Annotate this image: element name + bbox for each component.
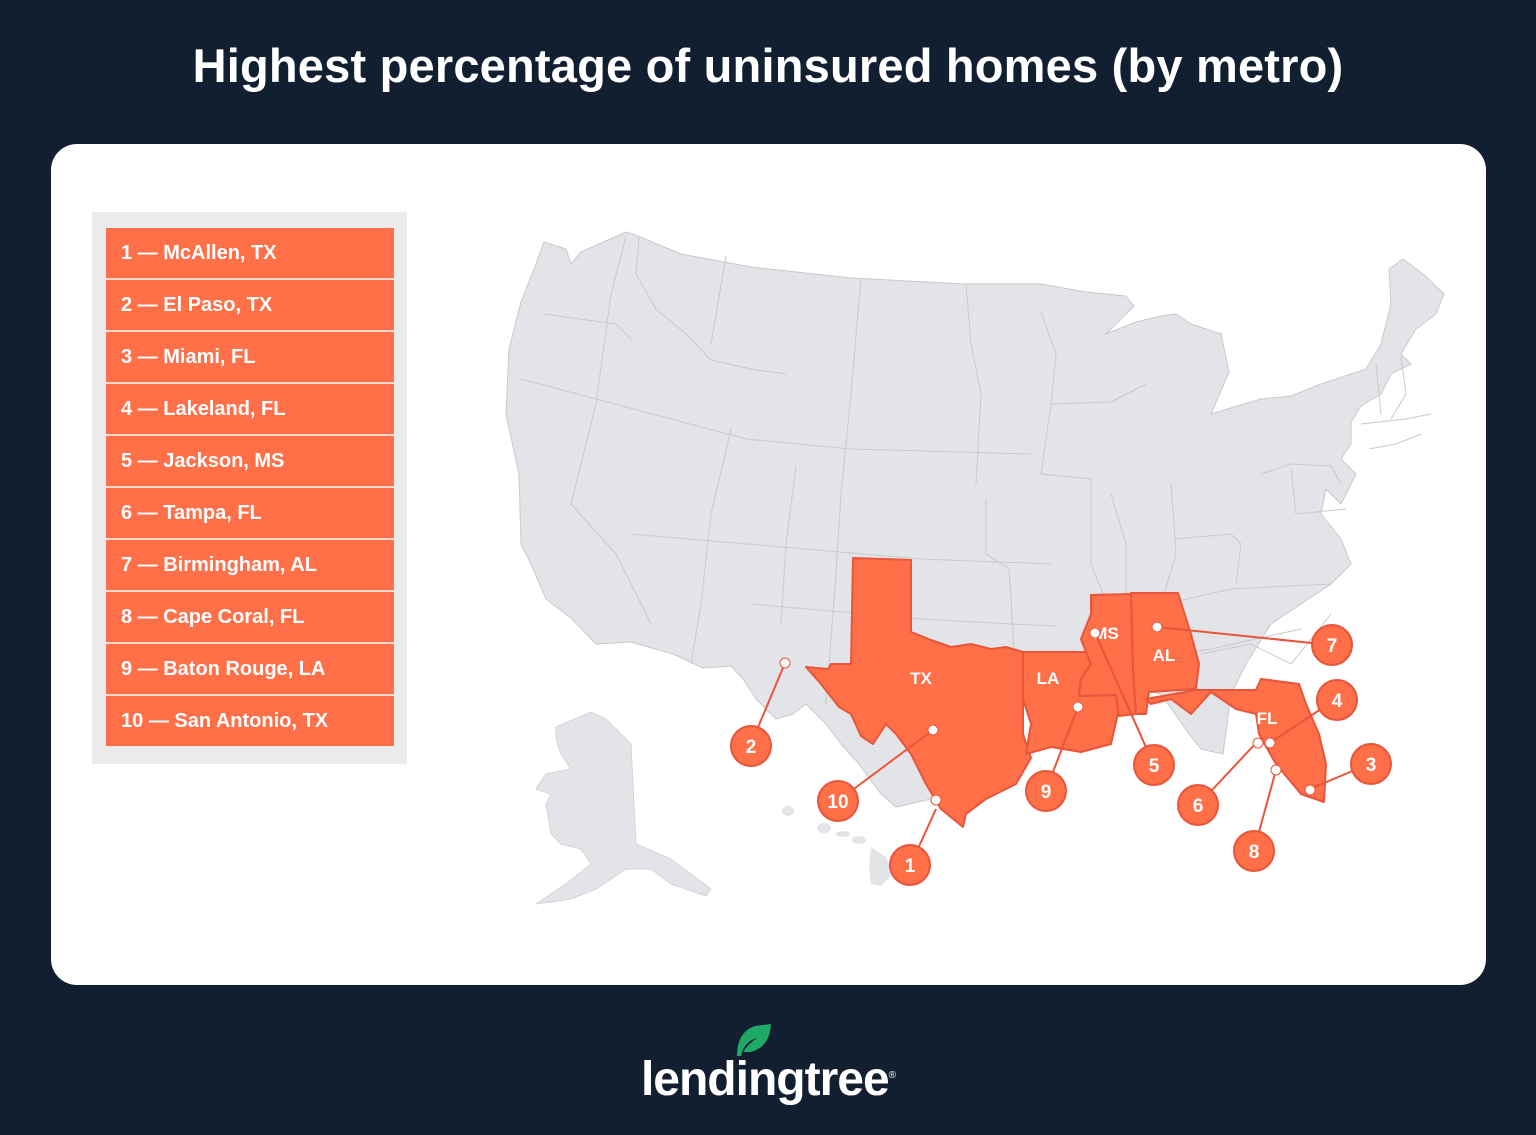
svg-text:8: 8	[1249, 842, 1260, 863]
marker-4[interactable]: 4	[1316, 679, 1358, 721]
lendingtree-logo: lendingtree®	[0, 1020, 1536, 1110]
svg-text:6: 6	[1193, 796, 1204, 817]
leaf-icon	[737, 1024, 771, 1056]
logo-wordmark: lendingtree®	[640, 1053, 896, 1106]
state-label-ms: MS	[1093, 624, 1119, 643]
legend-item-2: 2 — El Paso, TX	[106, 280, 394, 332]
state-label-fl: FL	[1257, 709, 1278, 728]
us-map: TX LA MS AL FL	[505, 231, 1445, 905]
city-dot-baton-rouge	[1072, 701, 1084, 713]
city-dot-mcallen	[930, 794, 942, 806]
legend-item-10: 10 — San Antonio, TX	[106, 696, 394, 746]
svg-text:2: 2	[746, 737, 757, 758]
legend-item-3: 3 — Miami, FL	[106, 332, 394, 384]
map-card: TX LA MS AL FL	[51, 144, 1486, 985]
city-dot-birmingham	[1151, 621, 1163, 633]
svg-text:1: 1	[905, 856, 916, 877]
svg-text:9: 9	[1041, 782, 1052, 803]
legend-panel: 1 — McAllen, TX 2 — El Paso, TX 3 — Miam…	[92, 212, 407, 764]
state-label-tx: TX	[910, 669, 932, 688]
legend-list: 1 — McAllen, TX 2 — El Paso, TX 3 — Miam…	[106, 228, 394, 746]
city-dot-lakeland	[1264, 737, 1276, 749]
marker-7[interactable]: 7	[1311, 624, 1353, 666]
svg-text:5: 5	[1149, 756, 1160, 777]
state-texas[interactable]	[805, 557, 1032, 828]
state-label-al: AL	[1153, 646, 1176, 665]
svg-text:7: 7	[1327, 636, 1338, 657]
marker-6[interactable]: 6	[1177, 784, 1219, 826]
legend-item-9: 9 — Baton Rouge, LA	[106, 644, 394, 696]
legend-item-5: 5 — Jackson, MS	[106, 436, 394, 488]
city-dot-tampa	[1252, 737, 1264, 749]
marker-5[interactable]: 5	[1133, 744, 1175, 786]
marker-3[interactable]: 3	[1350, 743, 1392, 785]
state-florida[interactable]	[1145, 678, 1327, 803]
page-title: Highest percentage of uninsured homes (b…	[192, 39, 1344, 92]
svg-text:3: 3	[1366, 755, 1377, 776]
city-dot-jackson	[1089, 627, 1101, 639]
legend-item-6: 6 — Tampa, FL	[106, 488, 394, 540]
legend-item-8: 8 — Cape Coral, FL	[106, 592, 394, 644]
city-dot-miami	[1304, 784, 1316, 796]
legend-item-4: 4 — Lakeland, FL	[106, 384, 394, 436]
marker-8[interactable]: 8	[1233, 830, 1275, 872]
legend-item-7: 7 — Birmingham, AL	[106, 540, 394, 592]
city-dot-san-antonio	[927, 724, 939, 736]
marker-10[interactable]: 10	[817, 780, 859, 822]
marker-1[interactable]: 1	[889, 844, 931, 886]
state-label-la: LA	[1037, 669, 1060, 688]
state-alabama[interactable]	[1130, 592, 1200, 715]
marker-2[interactable]: 2	[730, 725, 772, 767]
contiguous-us-base	[505, 231, 1445, 808]
legend-item-1: 1 — McAllen, TX	[106, 228, 394, 280]
marker-9[interactable]: 9	[1025, 770, 1067, 812]
hawaii-shape	[782, 806, 893, 886]
city-dot-cape-coral	[1270, 764, 1282, 776]
svg-text:10: 10	[827, 792, 848, 813]
city-dot-el-paso	[779, 657, 791, 669]
svg-text:4: 4	[1332, 691, 1343, 712]
alaska-shape	[535, 711, 712, 905]
